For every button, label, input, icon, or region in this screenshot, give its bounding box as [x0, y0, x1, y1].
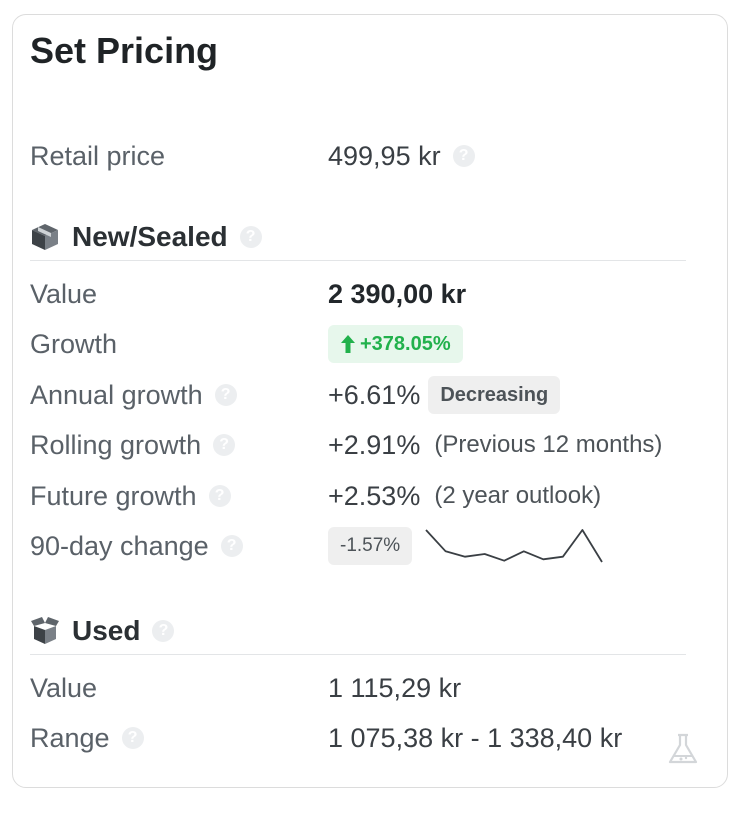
price-sparkline	[425, 529, 603, 563]
arrow-up-icon	[341, 335, 355, 353]
used-heading: Used	[72, 615, 141, 646]
future-growth-value-wrap: +2.53% (2 year outlook)	[328, 476, 601, 516]
retail-price-row: Retail price 499,95 kr ?	[30, 136, 690, 176]
open-box-icon	[31, 617, 59, 644]
new-value-label: Value	[30, 278, 98, 309]
ninety-day-change-label-wrap: 90-day change ?	[30, 526, 243, 566]
card-title: Set Pricing	[30, 30, 219, 71]
used-range-row: Range ? 1 075,38 kr - 1 338,40 kr	[30, 718, 690, 758]
used-heading-wrap: Used ?	[30, 610, 175, 652]
ninety-day-change-label: 90-day change	[30, 530, 209, 561]
question-circle-icon[interactable]: ?	[239, 226, 262, 248]
rolling-growth-value-wrap: +2.91% (Previous 12 months)	[328, 425, 662, 465]
question-circle-icon[interactable]: ?	[214, 384, 237, 406]
set-pricing-card	[12, 14, 728, 788]
annual-growth-value-wrap: +6.61% Decreasing	[328, 375, 561, 415]
retail-price-value: 499,95 kr	[328, 140, 441, 171]
annual-growth-row: Annual growth ? +6.61% Decreasing	[30, 375, 690, 415]
question-circle-icon[interactable]: ?	[213, 434, 236, 456]
future-growth-label-wrap: Future growth ?	[30, 476, 231, 516]
used-range-value: 1 075,38 kr - 1 338,40 kr	[328, 722, 623, 753]
rolling-growth-value: +2.91%	[328, 429, 421, 460]
used-range-label-wrap: Range ?	[30, 718, 144, 758]
used-section-header: Used ?	[30, 610, 686, 655]
new-sealed-heading: New/Sealed	[72, 221, 228, 252]
used-value-label: Value	[30, 672, 98, 703]
question-circle-icon[interactable]: ?	[220, 535, 243, 557]
used-range-label: Range	[30, 722, 110, 753]
rolling-growth-note: (Previous 12 months)	[434, 431, 663, 458]
growth-label: Growth	[30, 328, 118, 359]
question-circle-icon[interactable]: ?	[208, 485, 231, 507]
rolling-growth-label: Rolling growth	[30, 429, 202, 460]
new-sealed-section-header: New/Sealed ?	[30, 216, 686, 261]
growth-value: +378.05%	[360, 332, 451, 355]
ninety-day-change-row: 90-day change ? -1.57%	[30, 526, 690, 566]
new-value: 2 390,00 kr	[328, 278, 467, 309]
question-circle-icon[interactable]: ?	[452, 145, 475, 167]
future-growth-note: (2 year outlook)	[434, 482, 602, 509]
ninety-day-change-badge: -1.57%	[328, 527, 413, 565]
sealed-box-icon	[32, 224, 58, 250]
future-growth-label: Future growth	[30, 480, 197, 511]
ninety-day-change-value-wrap: -1.57%	[328, 526, 606, 566]
question-circle-icon[interactable]: ?	[152, 620, 175, 642]
future-growth-row: Future growth ? +2.53% (2 year outlook)	[30, 476, 690, 516]
question-circle-icon[interactable]: ?	[121, 727, 144, 749]
flask-icon[interactable]	[666, 732, 700, 766]
rolling-growth-row: Rolling growth ? +2.91% (Previous 12 mon…	[30, 425, 690, 465]
used-value-row: Value 1 115,29 kr	[30, 668, 690, 708]
annual-growth-value: +6.61%	[328, 379, 421, 410]
future-growth-value: +2.53%	[328, 480, 421, 511]
annual-growth-label-wrap: Annual growth ?	[30, 375, 237, 415]
trend-tag: Decreasing	[428, 376, 561, 414]
retail-price-label: Retail price	[30, 140, 166, 171]
used-value: 1 115,29 kr	[328, 672, 462, 703]
sparkline-path	[425, 529, 603, 563]
new-value-row: Value 2 390,00 kr	[30, 274, 690, 314]
retail-price-value-wrap: 499,95 kr ?	[328, 136, 475, 176]
annual-growth-label: Annual growth	[30, 379, 203, 410]
growth-row: Growth +378.05%	[30, 324, 690, 364]
growth-value-wrap: +378.05%	[328, 324, 463, 364]
rolling-growth-label-wrap: Rolling growth ?	[30, 425, 236, 465]
growth-badge: +378.05%	[328, 325, 463, 363]
new-sealed-heading-wrap: New/Sealed ?	[30, 216, 262, 258]
